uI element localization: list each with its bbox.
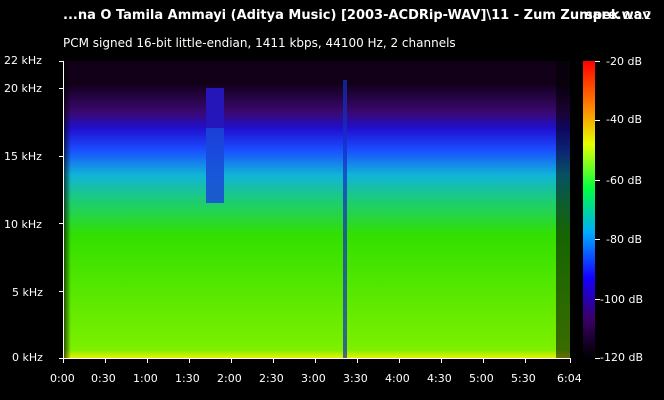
- time-tick-label: 3:00: [301, 372, 326, 385]
- time-tick-label: 3:30: [343, 372, 368, 385]
- level-tick-label: -60 dB: [606, 174, 642, 187]
- time-tick-label: 5:30: [511, 372, 536, 385]
- time-tick-label: 5:00: [469, 372, 494, 385]
- app-brand: spek 0.8.2: [585, 8, 652, 23]
- frequency-tick-label: 20 kHz: [4, 82, 42, 95]
- frequency-tick-label: 0 kHz: [12, 351, 43, 364]
- level-tick-label: -100 dB: [600, 293, 643, 306]
- file-title: ...na O Tamila Ammayi (Aditya Music) [20…: [63, 8, 651, 23]
- frequency-tick-label: 10 kHz: [4, 218, 42, 231]
- frequency-tick-label: 15 kHz: [4, 150, 42, 163]
- time-tick-label: 0:30: [91, 372, 116, 385]
- level-tick-label: -80 dB: [606, 233, 642, 246]
- time-tick-label: 2:00: [217, 372, 242, 385]
- app-version: 0.8.2: [623, 9, 652, 22]
- frequency-tick-label: 22 kHz: [4, 54, 42, 67]
- time-tick-label: 2:30: [259, 372, 284, 385]
- app-name: spek: [585, 8, 620, 23]
- time-tick-label: 4:30: [427, 372, 452, 385]
- time-tick-label: 0:00: [50, 372, 75, 385]
- time-axis: [63, 358, 571, 363]
- level-scale: [583, 61, 600, 359]
- time-tick-label: 1:00: [133, 372, 158, 385]
- frequency-tick-label: 5 kHz: [12, 286, 43, 299]
- level-tick-label: -40 dB: [606, 113, 642, 126]
- time-tick-label: 6:04: [557, 372, 582, 385]
- level-tick-label: -120 dB: [600, 351, 643, 364]
- time-tick-label: 4:00: [385, 372, 410, 385]
- time-tick-label: 1:30: [175, 372, 200, 385]
- level-tick-label: -20 dB: [606, 55, 642, 68]
- audio-info: PCM signed 16-bit little-endian, 1411 kb…: [63, 36, 456, 50]
- frequency-axis: [59, 61, 63, 359]
- spectrogram-plot: [63, 61, 570, 358]
